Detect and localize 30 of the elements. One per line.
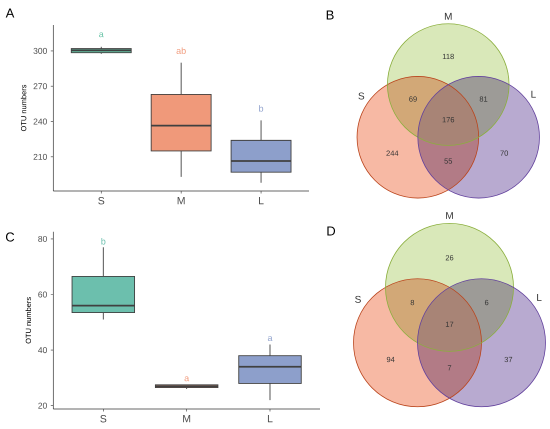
category-label: S	[355, 296, 361, 303]
x-tick-label: L	[268, 415, 273, 422]
x-tick-label: M	[183, 415, 190, 422]
y-tick-label: 60	[38, 292, 47, 298]
x-tick-label: S	[98, 197, 104, 204]
annotation: a	[184, 376, 190, 382]
y-tick-label: 270	[34, 83, 47, 90]
y-tick-label: 300	[33, 48, 47, 54]
annotation: b	[101, 238, 106, 245]
text: B	[326, 10, 334, 20]
annotation: a	[268, 336, 272, 341]
x-tick-label: M	[178, 197, 185, 204]
category-label: L	[537, 294, 542, 301]
y-tick-label: 80	[38, 236, 47, 242]
text: D	[327, 226, 336, 236]
x-tick-label: S	[100, 415, 106, 422]
chart-title: C	[6, 232, 14, 242]
y-tick-label: 210	[34, 154, 47, 160]
y-tick-label: 240	[34, 118, 47, 125]
x-tick-label: L	[259, 197, 264, 204]
annotation: a	[99, 32, 104, 38]
annotation: b	[259, 105, 264, 112]
category-label: S	[358, 92, 364, 100]
chart-title: A	[6, 8, 14, 18]
y-tick-label: 20	[38, 402, 47, 409]
category-label: M	[446, 212, 453, 219]
annotation: ab	[176, 47, 186, 54]
category-label: L	[531, 90, 536, 98]
y-tick-label: 40	[38, 347, 47, 354]
category-label: M	[444, 12, 452, 20]
